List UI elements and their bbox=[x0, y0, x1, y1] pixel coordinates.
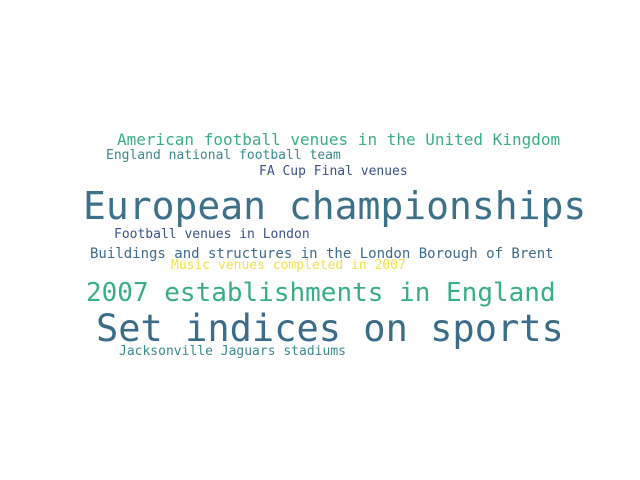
word-2007-establishments-in-england: 2007 establishments in England bbox=[86, 278, 556, 308]
word-buildings-and-structures-brent: Buildings and structures in the London B… bbox=[90, 246, 554, 262]
word-england-national-football-team: England national football team bbox=[106, 148, 341, 163]
word-american-football-venues: American football venues in the United K… bbox=[117, 130, 561, 149]
word-music-venues-completed-2007: Music venues completed in 2007 bbox=[171, 258, 406, 273]
word-fa-cup-final-venues: FA Cup Final venues bbox=[259, 164, 408, 179]
word-jacksonville-jaguars-stadiums: Jacksonville Jaguars stadiums bbox=[119, 344, 346, 359]
word-set-indices-on-sports: Set indices on sports bbox=[96, 307, 564, 350]
word-european-championships: European championships bbox=[83, 184, 587, 228]
word-football-venues-in-london: Football venues in London bbox=[114, 227, 310, 242]
